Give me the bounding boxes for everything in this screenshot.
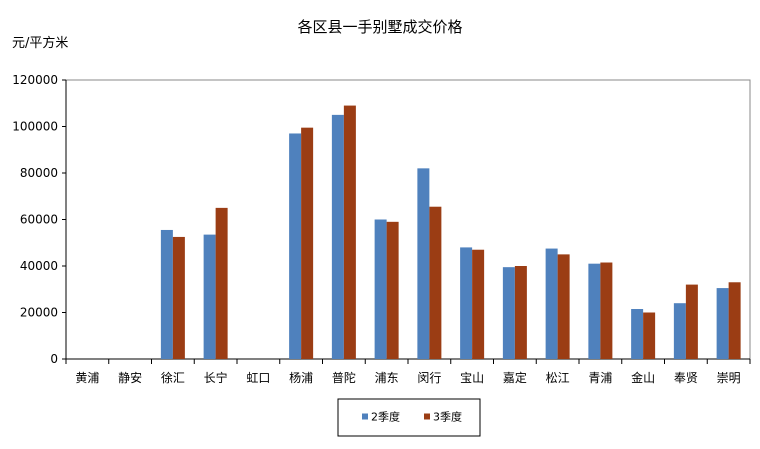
- bar-series-1: [673, 303, 686, 359]
- bar-series-2: [514, 266, 527, 359]
- y-tick-label: 60000: [20, 213, 58, 227]
- bar-series-2: [728, 282, 741, 359]
- bar-series-2: [386, 221, 399, 359]
- legend-label: 3季度: [433, 410, 462, 424]
- legend-swatch: [424, 413, 430, 420]
- x-category-label: 闵行: [417, 370, 441, 385]
- bar-series-2: [643, 312, 656, 359]
- bar-series-1: [160, 229, 173, 359]
- bar-series-1: [203, 234, 216, 359]
- bar-series-2: [600, 262, 613, 359]
- bar-series-2: [215, 207, 228, 359]
- bar-series-1: [460, 247, 473, 359]
- y-tick-label: 40000: [20, 259, 58, 273]
- legend: 2季度 3季度: [337, 398, 481, 437]
- x-category-label: 普陀: [332, 370, 356, 385]
- bar-series-2: [429, 206, 442, 359]
- x-category-label: 青浦: [588, 371, 612, 385]
- x-category-label: 崇明: [717, 371, 741, 385]
- x-category-label: 浦东: [375, 371, 399, 385]
- x-category-label: 嘉定: [503, 370, 527, 385]
- bar-series-2: [301, 127, 314, 359]
- bar-series-2: [472, 249, 485, 359]
- legend-swatch: [362, 413, 368, 420]
- bar-series-1: [545, 248, 558, 359]
- bar-series-1: [716, 288, 729, 359]
- legend-box: [337, 398, 481, 437]
- y-axis-unit-label: 元/平方米: [12, 35, 68, 51]
- x-category-label: 松江: [546, 371, 570, 385]
- bar-series-2: [343, 105, 356, 359]
- legend-label: 2季度: [371, 410, 400, 424]
- x-category-label: 静安: [118, 370, 142, 385]
- x-category-label: 奉贤: [674, 371, 698, 385]
- bar-series-1: [631, 309, 644, 359]
- y-tick-label: 80000: [20, 166, 58, 180]
- bar-series-1: [331, 114, 344, 359]
- y-tick-label: 20000: [20, 306, 58, 320]
- bar-series-1: [374, 219, 387, 359]
- bar-series-1: [588, 263, 601, 359]
- y-tick-label: 100000: [12, 120, 58, 134]
- x-category-label: 宝山: [460, 371, 484, 385]
- bar-series-2: [172, 236, 185, 359]
- bar-series-2: [557, 254, 570, 359]
- bar-series-1: [502, 267, 515, 359]
- y-tick-label: 0: [50, 352, 58, 366]
- x-category-label: 黄浦: [75, 371, 99, 385]
- y-tick-label: 120000: [12, 73, 58, 87]
- bar-series-2: [685, 284, 698, 359]
- plot-area: 0 20000 40000 60000 80000 100000 120000 黄浦 静安 徐汇 长…: [12, 73, 751, 385]
- x-category-label: 虹口: [246, 371, 270, 385]
- bar-series-1: [289, 133, 302, 359]
- chart-title: 各区县一手别墅成交价格: [297, 18, 462, 36]
- x-category-label: 长宁: [204, 370, 228, 385]
- x-category-label: 金山: [631, 370, 655, 385]
- x-category-label: 徐汇: [161, 370, 185, 385]
- bar-series-1: [417, 168, 430, 359]
- x-category-label: 杨浦: [289, 370, 313, 385]
